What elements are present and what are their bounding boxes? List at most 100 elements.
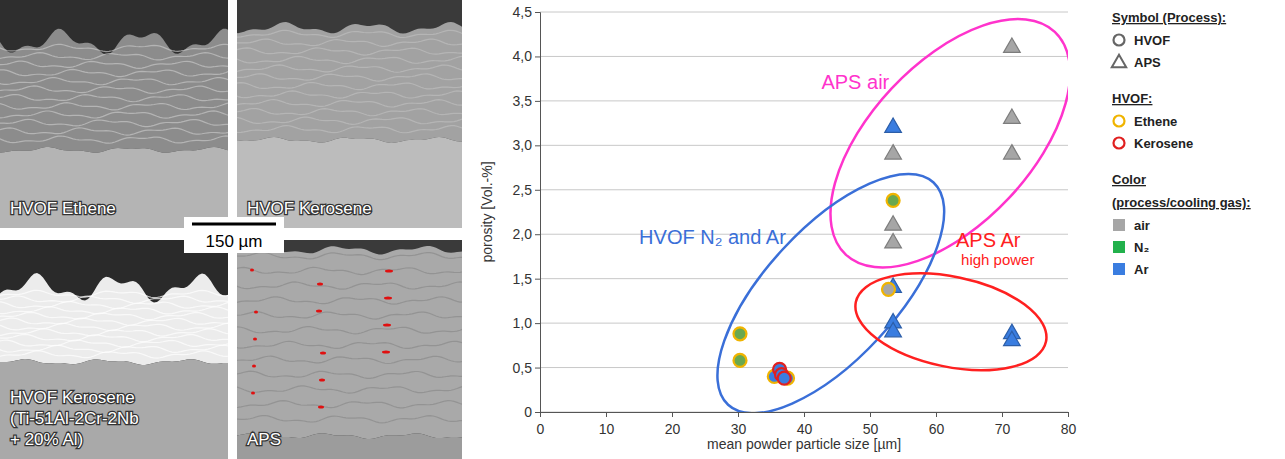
legend-swatch — [1114, 116, 1125, 127]
pore — [253, 338, 257, 341]
pore — [317, 283, 323, 286]
pore — [251, 392, 255, 395]
annotation-label: APS air — [821, 71, 889, 93]
tick: 0 — [524, 404, 540, 420]
tick-label: 0 — [524, 404, 532, 420]
lamella — [0, 301, 228, 308]
pore — [319, 379, 325, 382]
pore — [382, 351, 390, 354]
micrograph-panel — [237, 0, 462, 228]
tick: 4,0 — [513, 48, 540, 64]
data-point — [733, 354, 746, 367]
tick-label: 30 — [731, 421, 747, 437]
tick-label: 70 — [995, 421, 1011, 437]
annotation-label: APS Ar — [956, 229, 1021, 251]
tick-mark — [535, 56, 540, 57]
tick: 3,0 — [513, 137, 540, 153]
lamella — [237, 83, 462, 90]
grid-line — [540, 278, 1068, 279]
lamella — [0, 53, 228, 60]
tick-mark — [535, 101, 540, 102]
annotation-labels: APS airHVOF N₂ and ArAPS Arhigh power — [639, 71, 1034, 269]
lamella — [0, 351, 228, 358]
tick-label: 1,0 — [513, 315, 533, 331]
legend-label: air — [1134, 218, 1150, 233]
tick-mark — [535, 234, 540, 235]
data-point — [885, 322, 902, 336]
tick-mark — [606, 412, 607, 417]
tick: 20 — [665, 412, 681, 437]
legend-swatch — [1113, 241, 1125, 253]
legend-label: N₂ — [1134, 240, 1149, 255]
data-point — [1004, 38, 1021, 52]
data-point — [885, 234, 902, 248]
lamella — [237, 312, 462, 319]
grid-line — [540, 12, 1068, 13]
tick-mark — [936, 412, 937, 417]
tick-label: 10 — [599, 421, 615, 437]
series — [882, 283, 895, 296]
annotation-ellipse — [847, 258, 1056, 386]
tick-mark — [1068, 412, 1069, 417]
x-axis-title: mean powder particle size [µm] — [707, 436, 901, 452]
legend-title: HVOF: — [1112, 91, 1152, 106]
series — [885, 38, 1020, 248]
lamella — [237, 386, 462, 393]
tick-mark — [535, 412, 540, 413]
lamella — [237, 65, 462, 72]
tick: 1,0 — [513, 315, 540, 331]
tick-mark — [535, 190, 540, 191]
data-point — [885, 145, 902, 159]
grid-line — [540, 367, 1068, 368]
tick-label: 4,5 — [513, 4, 533, 20]
lamella — [237, 356, 462, 363]
data-point — [1004, 145, 1021, 159]
coating — [237, 246, 462, 439]
tick-label: 80 — [1061, 421, 1077, 437]
tick: 80 — [1061, 412, 1077, 437]
data-point — [1004, 331, 1021, 345]
lamella — [237, 252, 462, 259]
panel-label: HVOF Kerosene — [247, 199, 372, 218]
lamella — [0, 136, 228, 143]
pore — [320, 352, 326, 355]
tick-label: 60 — [929, 421, 945, 437]
lamella — [237, 30, 462, 37]
tick-label: 3,0 — [513, 137, 533, 153]
lamella — [0, 318, 228, 325]
micrograph-panel — [0, 240, 228, 459]
legend-title: Color — [1112, 172, 1146, 187]
data-point — [882, 283, 895, 296]
tick: 1,5 — [513, 271, 540, 287]
tick: 2,5 — [513, 182, 540, 198]
coating — [237, 22, 462, 143]
legend-label: Ar — [1134, 262, 1148, 277]
lamella — [237, 371, 462, 378]
grid-line — [540, 145, 1068, 146]
panel-label: (Ti-51Al-2Cr-2Nb — [10, 409, 139, 428]
micrograph-panel — [237, 240, 462, 459]
lamella — [0, 296, 228, 303]
tick: 60 — [929, 412, 945, 437]
coating — [0, 273, 228, 365]
tick: 3,5 — [513, 93, 540, 109]
legend-swatch — [1114, 138, 1125, 149]
pore — [385, 270, 393, 273]
series — [768, 370, 794, 385]
data-point — [885, 216, 902, 230]
tick-mark — [672, 412, 673, 417]
axis-line — [535, 13, 541, 413]
lamella — [0, 44, 228, 51]
panel-label: HVOF Ethene — [10, 199, 116, 218]
scale-bar-label: 150 µm — [205, 232, 262, 251]
series — [885, 278, 1020, 346]
tick: 70 — [995, 412, 1011, 437]
tick-label: 3,5 — [513, 93, 533, 109]
pore — [254, 311, 258, 314]
axis-line — [541, 413, 1069, 418]
substrate — [237, 137, 462, 228]
legend-swatch — [1113, 219, 1125, 231]
lamella — [0, 61, 228, 68]
figure: HVOF EtheneHVOF KeroseneHVOF Kerosene(Ti… — [0, 0, 1285, 459]
lamella — [0, 312, 228, 319]
